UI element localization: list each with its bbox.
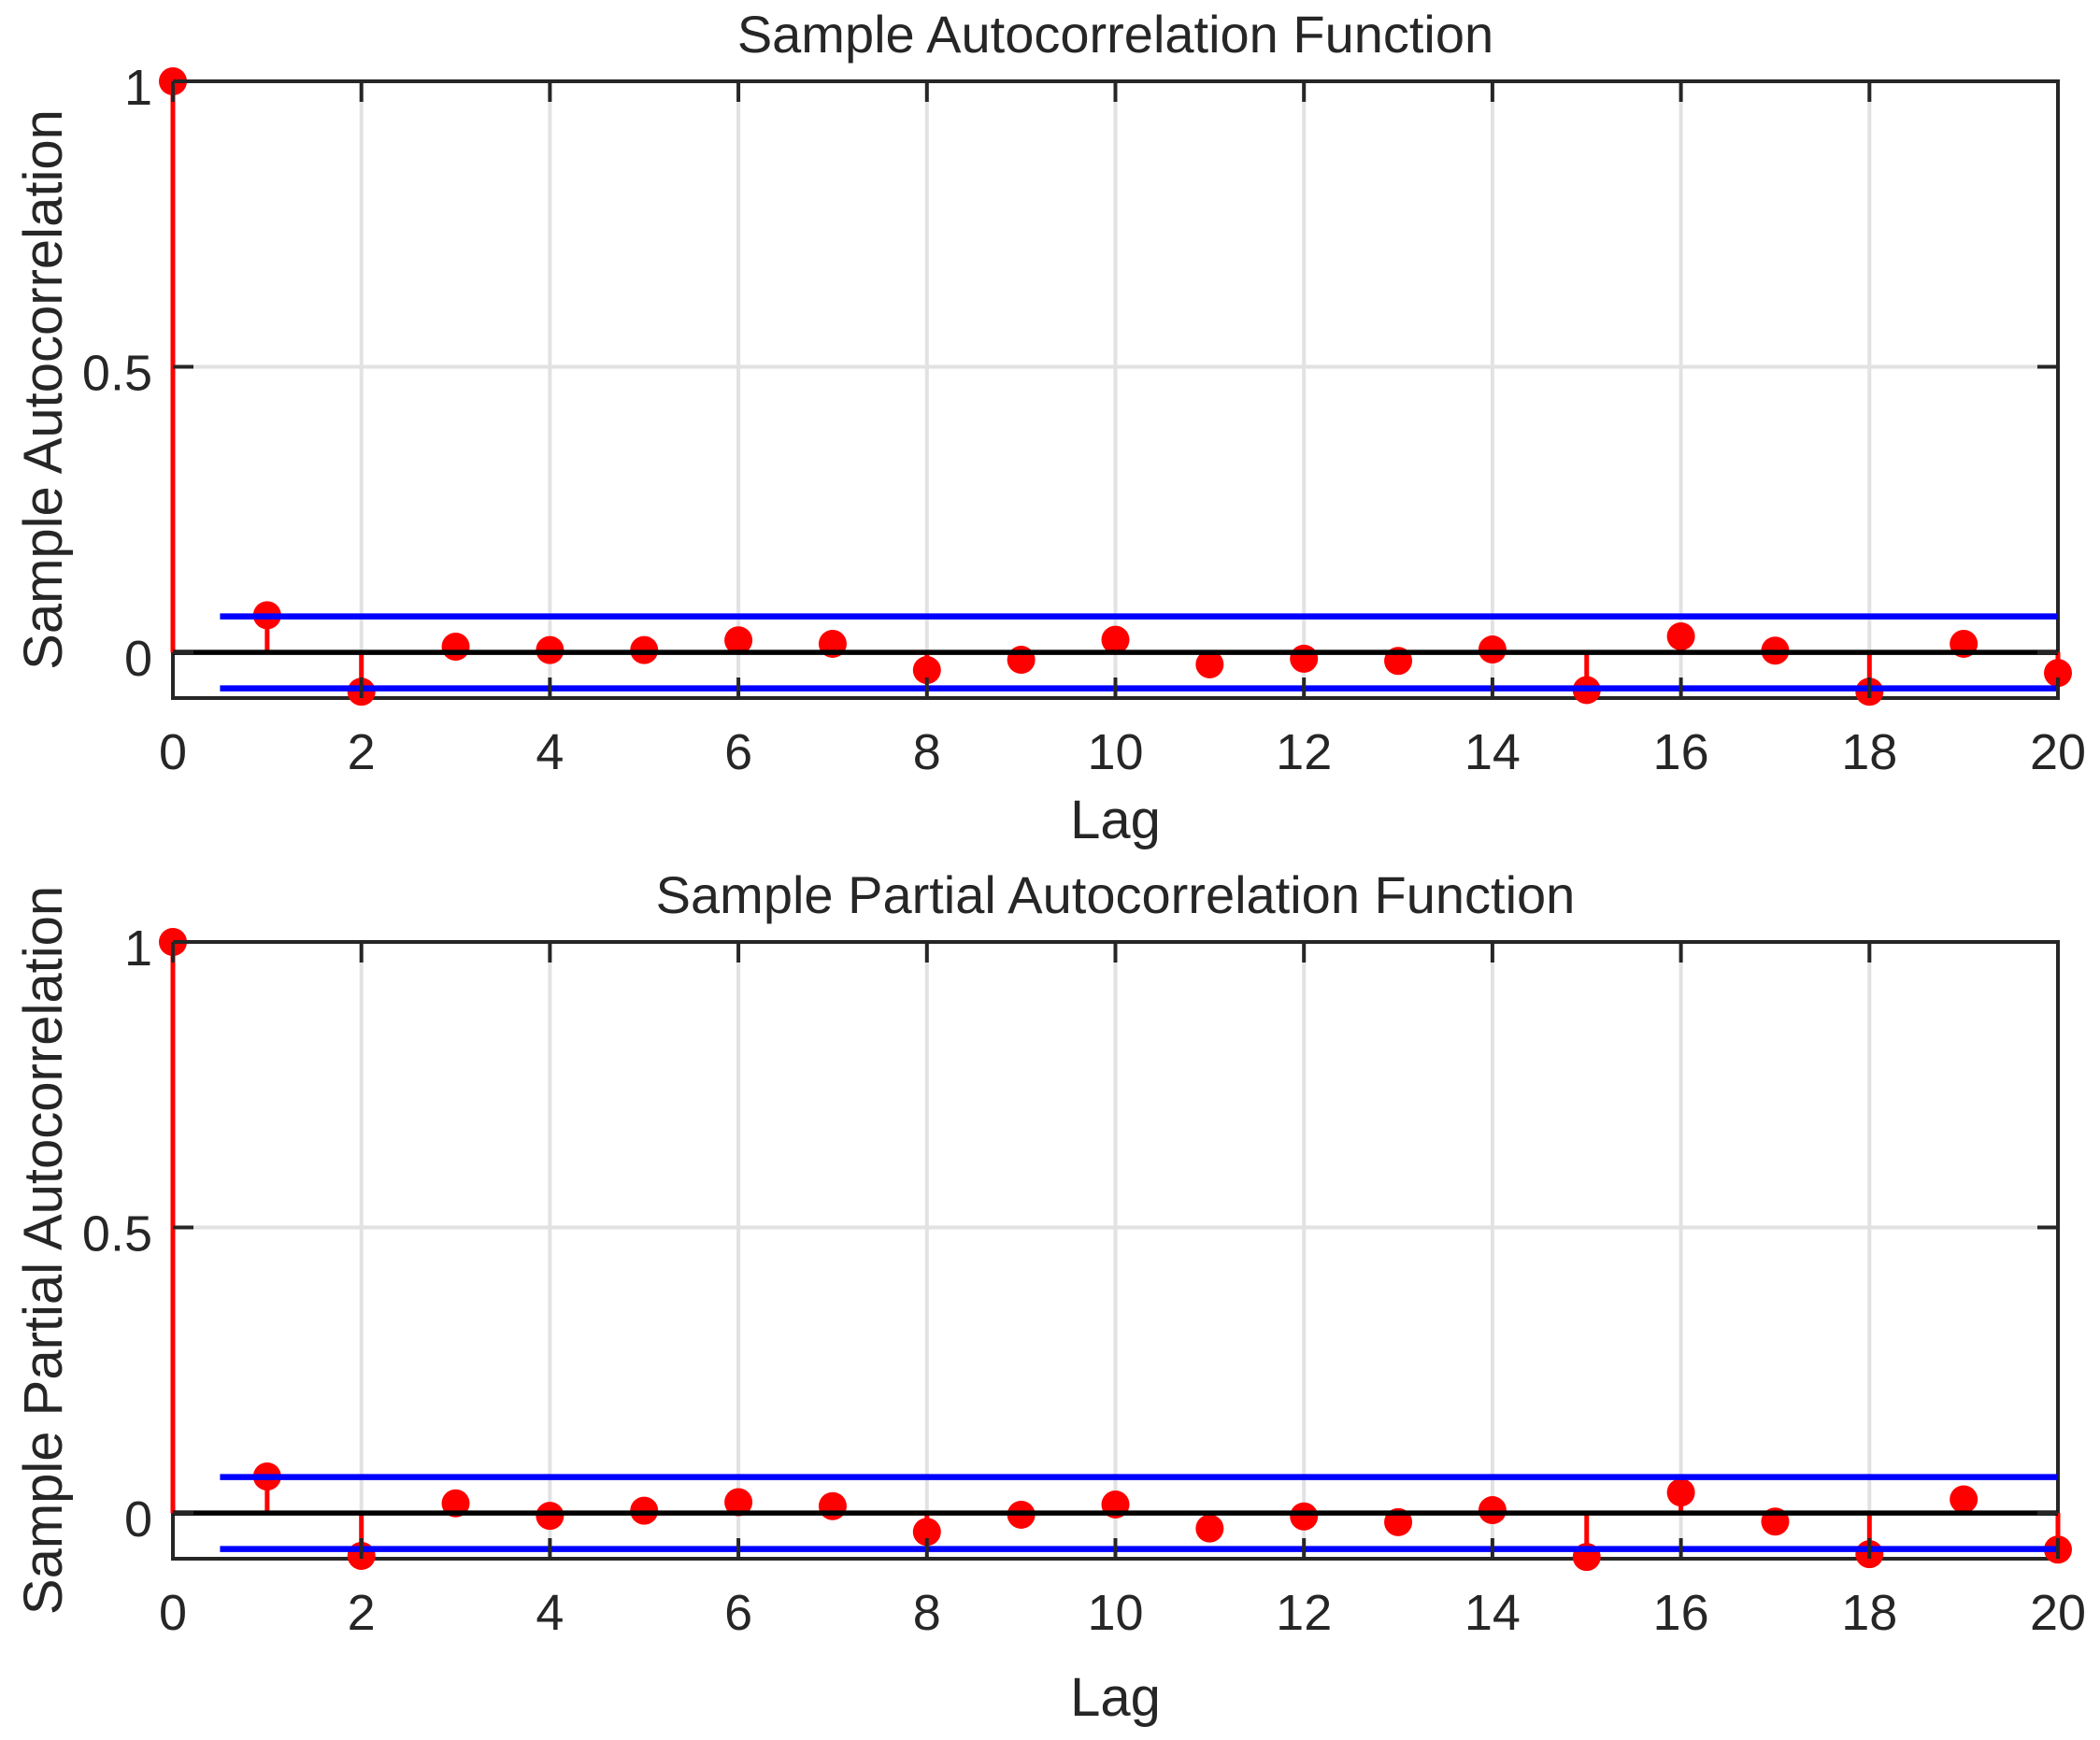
x-tick-label: 10: [1087, 1585, 1143, 1641]
stem-marker: [536, 1502, 564, 1531]
y-tick-label: 1: [124, 920, 152, 977]
y-tick-label: 0: [124, 631, 152, 687]
x-tick-label: 18: [1841, 724, 1897, 780]
acf-plot: Sample Autocorrelation Function Lag Sample…: [13, 5, 2086, 850]
stem-marker: [441, 1489, 470, 1518]
x-tick-label: 16: [1653, 724, 1709, 780]
x-tick-label: 12: [1276, 724, 1332, 780]
x-tick-label: 8: [913, 724, 941, 780]
stem-marker: [1101, 625, 1130, 654]
stem-marker: [1195, 1514, 1224, 1543]
x-tick-label: 14: [1464, 724, 1521, 780]
x-tick-label: 0: [159, 724, 187, 780]
stem-marker: [1290, 1502, 1319, 1531]
stem-marker: [912, 656, 941, 685]
x-tick-label: 2: [348, 1585, 376, 1641]
stem-marker: [1478, 1496, 1507, 1525]
x-tick-label: 14: [1464, 1585, 1521, 1641]
stem-marker: [1290, 644, 1319, 673]
x-tick-label: 8: [913, 1585, 941, 1641]
x-tick-label: 4: [536, 724, 564, 780]
x-tick-label: 20: [2030, 1585, 2086, 1641]
stem-marker: [1666, 622, 1695, 650]
y-axis-label: Sample Autocorrelation: [13, 109, 74, 670]
stem-marker: [1666, 1478, 1695, 1507]
x-tick-label: 18: [1841, 1585, 1897, 1641]
y-tick-label: 0: [124, 1491, 152, 1547]
x-tick-label: 10: [1087, 724, 1143, 780]
plot-title: Sample Partial Autocorrelation Function: [656, 865, 1576, 924]
x-tick-label: 12: [1276, 1585, 1332, 1641]
stem-marker: [1195, 649, 1224, 678]
marker-series: [159, 928, 2072, 1572]
stem-marker: [2044, 659, 2072, 688]
x-axis-label: Lag: [1070, 790, 1161, 850]
x-tick-label: 6: [724, 724, 752, 780]
stem-marker: [912, 1518, 941, 1547]
y-tick-label: 1: [124, 60, 152, 116]
pacf-plot: Sample Partial Autocorrelation Function L…: [13, 865, 2086, 1728]
x-tick-label: 6: [724, 1585, 752, 1641]
stem-marker: [1478, 635, 1507, 664]
x-tick-label: 0: [159, 1585, 187, 1641]
stem-marker: [818, 1491, 847, 1520]
plot-title: Sample Autocorrelation Function: [737, 5, 1493, 64]
x-tick-label: 4: [536, 1585, 564, 1641]
stem-marker: [441, 633, 470, 661]
stem-marker: [1950, 1485, 1979, 1514]
x-tick-label: 20: [2030, 724, 2086, 780]
stem-marker: [724, 1488, 753, 1517]
x-tick-label: 16: [1653, 1585, 1709, 1641]
stem-marker: [724, 626, 753, 655]
x-axis-label: Lag: [1070, 1667, 1161, 1728]
x-tick-label: 2: [348, 724, 376, 780]
y-tick-label: 0.5: [82, 1206, 152, 1262]
y-axis-label: Sample Partial Autocorrelation: [13, 886, 74, 1615]
y-tick-label: 0.5: [82, 346, 152, 402]
